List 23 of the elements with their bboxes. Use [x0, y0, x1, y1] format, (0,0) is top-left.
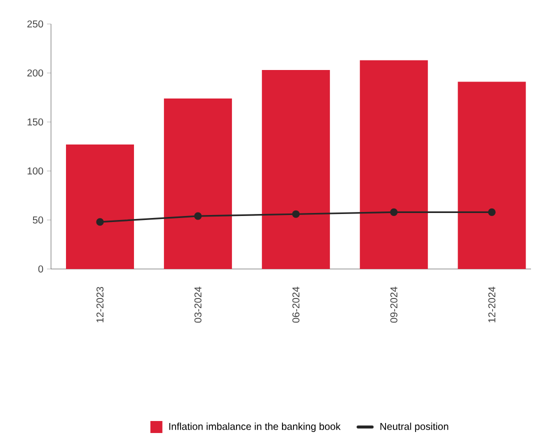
x-tick-label: 06-2024: [292, 286, 300, 323]
legend-label: Inflation imbalance in the banking book: [169, 422, 341, 432]
y-tick-label: 50: [32, 216, 44, 224]
point: [488, 208, 496, 216]
point: [96, 218, 104, 226]
x-tick-label: 12-2024: [488, 286, 496, 322]
x-tick-label: 03-2024: [194, 286, 202, 323]
y-tick-label: 150: [28, 118, 44, 126]
bar: [262, 70, 330, 269]
bar: [360, 60, 428, 269]
x-tick-label: 09-2024: [390, 286, 398, 323]
point: [292, 210, 300, 218]
legend-label: Neutral position: [380, 422, 448, 432]
point: [194, 212, 202, 220]
bar: [458, 82, 526, 269]
y-tick-label: 200: [27, 69, 44, 76]
x-tick-label: 12-2023: [96, 286, 104, 322]
y-tick-label: 250: [27, 20, 44, 28]
bar: [164, 98, 232, 269]
point: [390, 208, 398, 216]
bar: [66, 144, 134, 269]
y-tick-label: 0: [38, 265, 44, 272]
y-tick-label: 100: [28, 167, 44, 174]
